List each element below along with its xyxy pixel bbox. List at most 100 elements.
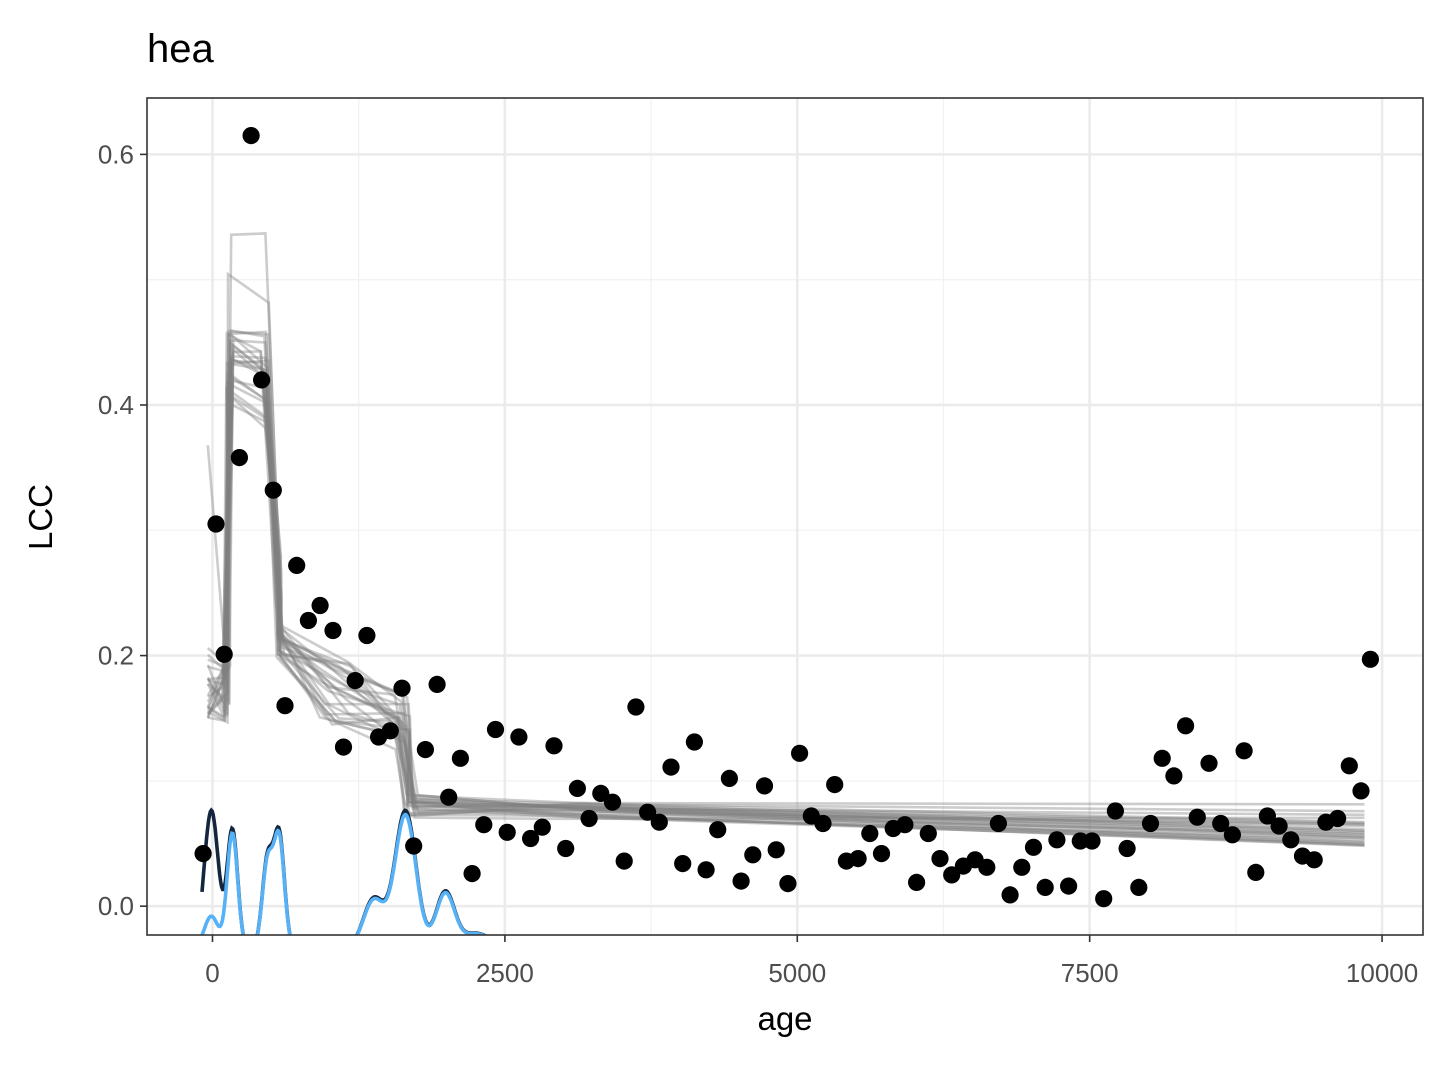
data-point [1177, 717, 1195, 735]
model-line [206, 373, 1365, 845]
model-line [207, 334, 1365, 833]
data-point [896, 816, 914, 834]
model-line [207, 330, 1365, 838]
data-point [207, 515, 225, 533]
data-point [498, 823, 516, 841]
data-point [755, 777, 774, 795]
model-line [206, 340, 1365, 824]
data-point [814, 814, 832, 833]
data-point [732, 872, 750, 890]
y-axis: 0.0 0.2 0.4 0.6 [98, 139, 147, 921]
data-point [908, 873, 926, 892]
data-point [568, 779, 587, 798]
data-point [1352, 782, 1370, 800]
major-gridlines [147, 98, 1423, 935]
data-point [709, 821, 727, 839]
data-point [720, 769, 739, 788]
data-point [1282, 831, 1300, 849]
data-point [639, 803, 657, 821]
data-point [603, 793, 622, 811]
data-point [215, 645, 233, 663]
data-point [358, 626, 376, 645]
data-point [1118, 839, 1136, 858]
model-line [207, 359, 1365, 828]
data-point [1223, 826, 1241, 844]
data-points [194, 127, 1379, 908]
data-point [697, 861, 715, 879]
model-line [206, 232, 1365, 819]
data-point [510, 728, 528, 746]
data-point [242, 127, 260, 145]
x-tick-label: 5000 [768, 958, 826, 988]
minor-gridlines [147, 98, 1423, 935]
model-line [207, 350, 1365, 833]
data-point [1130, 878, 1148, 897]
data-point [1048, 831, 1066, 849]
model-line [207, 372, 1365, 817]
data-point [592, 784, 610, 803]
model-line [206, 394, 1365, 846]
data-point [1361, 650, 1379, 668]
model-line [206, 359, 1365, 840]
y-tick-label: 0.4 [98, 390, 134, 420]
x-tick-label: 0 [205, 958, 219, 988]
density-light-line [200, 812, 487, 935]
data-point [1247, 863, 1265, 882]
data-point [288, 556, 306, 575]
data-point [1235, 742, 1253, 760]
data-point [416, 741, 434, 759]
model-line [207, 328, 1365, 826]
model-line [206, 358, 1365, 847]
data-point [324, 621, 342, 640]
model-line [207, 331, 1365, 842]
data-point [744, 846, 762, 864]
data-point [405, 837, 423, 855]
y-tick-label: 0.0 [98, 891, 134, 921]
data-point [194, 845, 212, 863]
model-line [206, 401, 1365, 836]
data-point [650, 813, 668, 831]
model-line [207, 338, 1365, 847]
data-point [919, 824, 937, 843]
model-line [206, 361, 1365, 834]
data-point [849, 850, 867, 868]
data-point [943, 866, 961, 884]
data-point [1329, 809, 1347, 828]
model-line [206, 356, 1365, 836]
data-point [931, 850, 949, 868]
data-point [779, 875, 797, 893]
x-axis: 0 2500 5000 7500 10000 [205, 935, 1418, 988]
data-point [1095, 890, 1113, 908]
model-line [206, 329, 1365, 825]
model-line [206, 342, 1365, 831]
model-line [207, 354, 1365, 840]
data-point [989, 814, 1008, 833]
data-point [1024, 838, 1043, 856]
data-point [522, 829, 540, 848]
panel-border [146, 97, 1424, 936]
data-point [533, 818, 551, 836]
data-point [1165, 767, 1183, 785]
data-point [557, 839, 575, 858]
data-point [861, 824, 879, 843]
data-point [872, 845, 891, 863]
x-tick-label: 2500 [476, 958, 534, 988]
data-point [791, 744, 809, 762]
model-line [206, 346, 1365, 838]
data-point [1001, 886, 1019, 904]
chart-title: hea [147, 27, 214, 71]
data-point [253, 371, 271, 389]
data-point [674, 855, 692, 873]
data-point [334, 738, 353, 756]
data-point [1060, 877, 1078, 895]
data-point [978, 858, 996, 876]
x-axis-title: age [757, 1000, 812, 1037]
data-point [311, 596, 329, 615]
data-point [685, 733, 704, 751]
model-lines [206, 232, 1365, 848]
data-point [428, 675, 446, 694]
y-tick-label: 0.2 [98, 641, 134, 671]
model-line [206, 380, 1365, 814]
x-tick-label: 10000 [1346, 958, 1418, 988]
